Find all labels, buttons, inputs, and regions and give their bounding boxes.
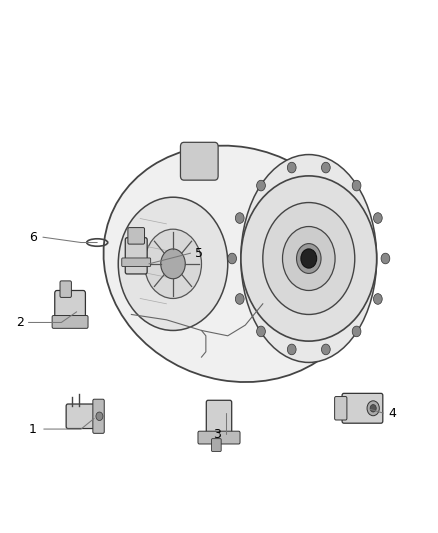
Circle shape <box>374 294 382 304</box>
Text: 3: 3 <box>213 428 221 441</box>
Text: 2: 2 <box>16 316 24 329</box>
FancyBboxPatch shape <box>206 400 232 437</box>
Circle shape <box>235 294 244 304</box>
Ellipse shape <box>103 146 365 382</box>
Circle shape <box>235 213 244 223</box>
FancyBboxPatch shape <box>335 397 347 420</box>
Text: 1: 1 <box>29 423 37 435</box>
FancyBboxPatch shape <box>66 404 98 429</box>
FancyBboxPatch shape <box>212 439 221 451</box>
Circle shape <box>352 326 361 337</box>
Circle shape <box>370 405 376 412</box>
Circle shape <box>263 203 355 314</box>
FancyBboxPatch shape <box>180 142 218 180</box>
Circle shape <box>228 253 237 264</box>
Circle shape <box>297 244 321 273</box>
Circle shape <box>287 344 296 355</box>
Circle shape <box>241 176 377 341</box>
Circle shape <box>301 249 317 268</box>
Circle shape <box>352 180 361 191</box>
Circle shape <box>321 162 330 173</box>
FancyBboxPatch shape <box>60 281 71 297</box>
Circle shape <box>257 326 265 337</box>
Text: 5: 5 <box>195 247 203 260</box>
FancyBboxPatch shape <box>122 258 151 266</box>
Circle shape <box>374 213 382 223</box>
FancyBboxPatch shape <box>93 399 104 433</box>
FancyBboxPatch shape <box>128 228 145 244</box>
Ellipse shape <box>241 155 377 362</box>
Circle shape <box>287 162 296 173</box>
Circle shape <box>161 249 185 279</box>
Circle shape <box>367 401 379 416</box>
Text: 6: 6 <box>29 231 37 244</box>
Circle shape <box>381 253 390 264</box>
FancyBboxPatch shape <box>55 290 85 325</box>
FancyBboxPatch shape <box>342 393 383 423</box>
Circle shape <box>118 197 228 330</box>
Circle shape <box>257 180 265 191</box>
FancyBboxPatch shape <box>125 238 147 274</box>
Circle shape <box>283 227 335 290</box>
FancyBboxPatch shape <box>198 431 240 444</box>
Text: 4: 4 <box>388 407 396 419</box>
Circle shape <box>321 344 330 355</box>
FancyBboxPatch shape <box>52 316 88 328</box>
Circle shape <box>96 412 103 421</box>
Circle shape <box>145 229 201 298</box>
